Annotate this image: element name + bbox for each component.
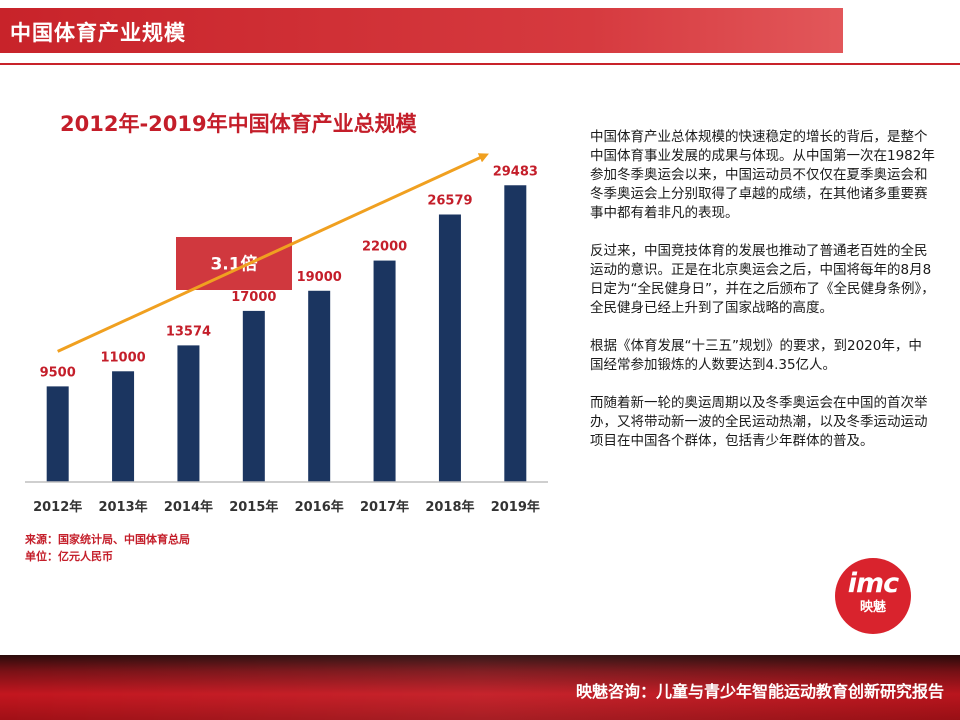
paragraph-2: 反过来，中国竞技体育的发展也推动了普通老百姓的全民运动的意识。正是在北京奥运会之… xyxy=(590,243,935,316)
paragraph-1: 中国体育产业总体规模的快速稳定的增长的背后，是整个中国体育事业发展的成果与体现。… xyxy=(590,129,935,221)
x-tick-label: 2015年 xyxy=(229,499,278,515)
data-label: 13574 xyxy=(166,324,211,339)
footer-banner: 映魅咨询：儿童与青少年智能运动教育创新研究报告 xyxy=(0,655,960,720)
trend-arrow xyxy=(57,153,489,353)
bar-2017年 xyxy=(373,260,396,482)
data-label: 22000 xyxy=(362,240,407,255)
x-tick-label: 2019年 xyxy=(491,499,540,515)
paragraph-4: 而随着新一轮的奥运周期以及冬季奥运会在中国的首次举办，又将带动新一波的全民运动热… xyxy=(590,395,928,449)
bar-chart: 9500 2012年 11000 2013年 13574 2014年 17000 2015年 1… xyxy=(25,153,548,515)
x-tick-label: 2017年 xyxy=(360,499,409,515)
footer-text: 映魅咨询：儿童与青少年智能运动教育创新研究报告 xyxy=(575,682,944,701)
bar-2019年 xyxy=(504,185,527,482)
bar-2015年 xyxy=(242,310,265,482)
x-tick-label: 2014年 xyxy=(164,499,213,515)
header-banner: 中国体育产业规模 xyxy=(0,8,843,53)
multiplier-badge xyxy=(176,237,292,290)
multiplier-label: 3.1倍 xyxy=(210,254,257,275)
data-label: 9500 xyxy=(40,365,76,380)
unit-line: 单位：亿元人民币 xyxy=(25,550,113,563)
bar-2014年 xyxy=(177,345,200,482)
x-tick-label: 2018年 xyxy=(425,499,474,515)
x-tick-label: 2013年 xyxy=(98,499,147,515)
source-line: 来源：国家统计局、中国体育总局 xyxy=(25,533,190,546)
imc-logo: imc 映魅 xyxy=(835,558,911,634)
bar-2012年 xyxy=(46,386,69,482)
bar-2018年 xyxy=(438,214,461,482)
body-text: 中国体育产业总体规模的快速稳定的增长的背后，是整个中国体育事业发展的成果与体现。… xyxy=(590,128,935,470)
paragraph-3: 根据《体育发展“十三五”规划》的要求，到2020年，中国经常参加锻炼的人数要达到… xyxy=(590,338,922,373)
data-label: 11000 xyxy=(100,350,145,365)
data-label: 17000 xyxy=(231,290,276,305)
x-tick-label: 2016年 xyxy=(295,499,344,515)
data-label: 26579 xyxy=(427,193,472,208)
chart-title: 2012年-2019年中国体育产业总规模 xyxy=(60,112,417,136)
header-divider xyxy=(0,63,960,65)
data-label: 19000 xyxy=(297,270,342,285)
logo-subtitle: 映魅 xyxy=(859,600,886,615)
x-tick-label: 2012年 xyxy=(33,499,82,515)
page-title: 中国体育产业规模 xyxy=(10,21,186,45)
logo-mark: imc xyxy=(847,568,899,599)
data-label: 29483 xyxy=(493,164,538,179)
bar-2013年 xyxy=(112,371,135,482)
bar-2016年 xyxy=(308,290,331,482)
source-note: 来源：国家统计局、中国体育总局 单位：亿元人民币 xyxy=(25,531,190,565)
